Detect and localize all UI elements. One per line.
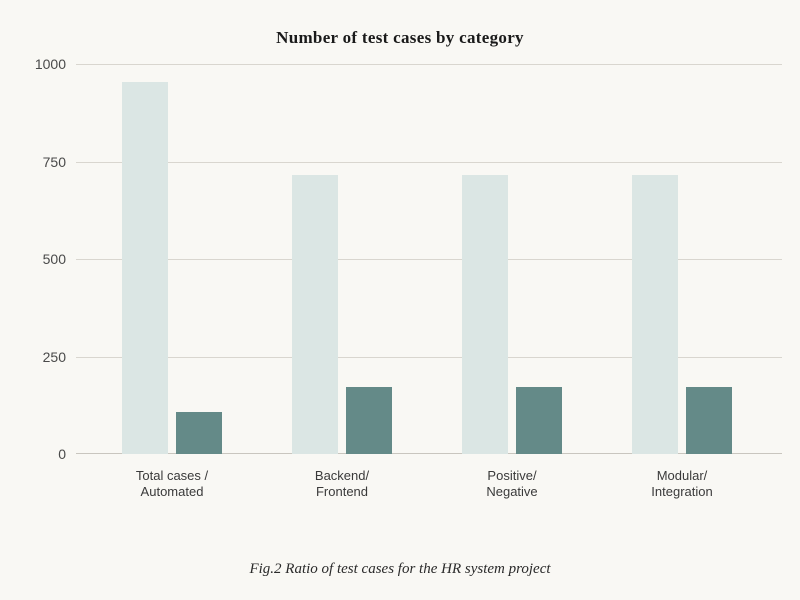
xtick-label: Backend/ Frontend [315,468,369,501]
gridline [76,162,782,163]
bar [686,387,732,454]
bar [122,82,168,454]
ytick-label: 1000 [22,56,66,72]
bar [346,387,392,454]
chart-area: 02505007501000Total cases / AutomatedBac… [18,64,782,494]
plot-area [76,64,782,454]
ytick-label: 750 [22,154,66,170]
xtick-label: Modular/ Integration [651,468,712,501]
bar [176,412,222,454]
xtick-label: Positive/ Negative [486,468,537,501]
ytick-label: 250 [22,349,66,365]
bar [292,175,338,454]
xtick-label: Total cases / Automated [136,468,208,501]
chart-title: Number of test cases by category [0,28,800,48]
ytick-label: 0 [22,446,66,462]
gridline [76,64,782,65]
chart-caption: Fig.2 Ratio of test cases for the HR sys… [0,561,800,578]
ytick-label: 500 [22,251,66,267]
bar [462,175,508,454]
bar [632,175,678,454]
bar [516,387,562,454]
